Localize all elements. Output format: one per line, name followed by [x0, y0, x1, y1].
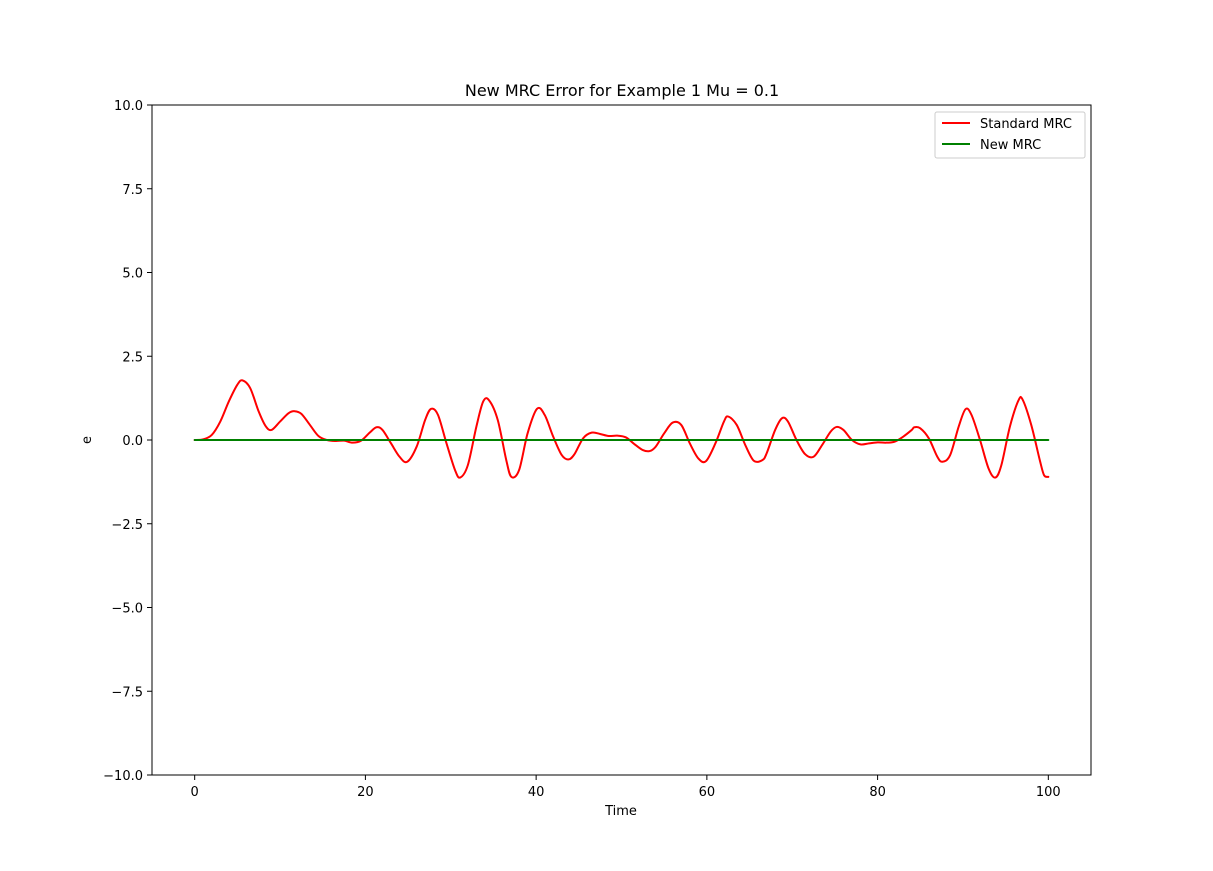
y-tick-label: 2.5	[122, 350, 143, 365]
x-axis: 0 20 40 60 80 100	[191, 775, 1061, 800]
y-axis-label: e	[80, 436, 95, 444]
x-tick-label: 40	[528, 785, 545, 800]
y-tick-label: −7.5	[111, 685, 143, 700]
y-tick-label: −10.0	[103, 769, 143, 784]
chart-title: New MRC Error for Example 1 Mu = 0.1	[465, 81, 779, 100]
plot-lines	[193, 379, 1050, 479]
y-tick-label: −5.0	[111, 602, 143, 617]
series-line-standard-mrc	[193, 379, 1050, 479]
x-tick-label: 20	[357, 785, 374, 800]
legend-label-new-mrc: New MRC	[980, 138, 1041, 153]
legend-box	[934, 111, 1086, 159]
y-tick-label: 10.0	[114, 99, 143, 114]
y-tick-label: 7.5	[122, 183, 143, 198]
y-axis: 10.0 7.5 5.0 2.5 0.0 −2.5 −5.0 −7.5 −10.0	[103, 99, 152, 784]
x-axis-label: Time	[604, 804, 637, 819]
legend: Standard MRC New MRC	[934, 111, 1086, 159]
x-tick-label: 100	[1036, 785, 1061, 800]
x-tick-label: 60	[699, 785, 716, 800]
x-tick-label: 0	[191, 785, 199, 800]
y-tick-label: −2.5	[111, 518, 143, 533]
y-tick-label: 0.0	[122, 434, 143, 449]
x-tick-label: 80	[869, 785, 886, 800]
y-tick-label: 5.0	[122, 267, 143, 282]
legend-label-standard-mrc: Standard MRC	[980, 117, 1072, 132]
